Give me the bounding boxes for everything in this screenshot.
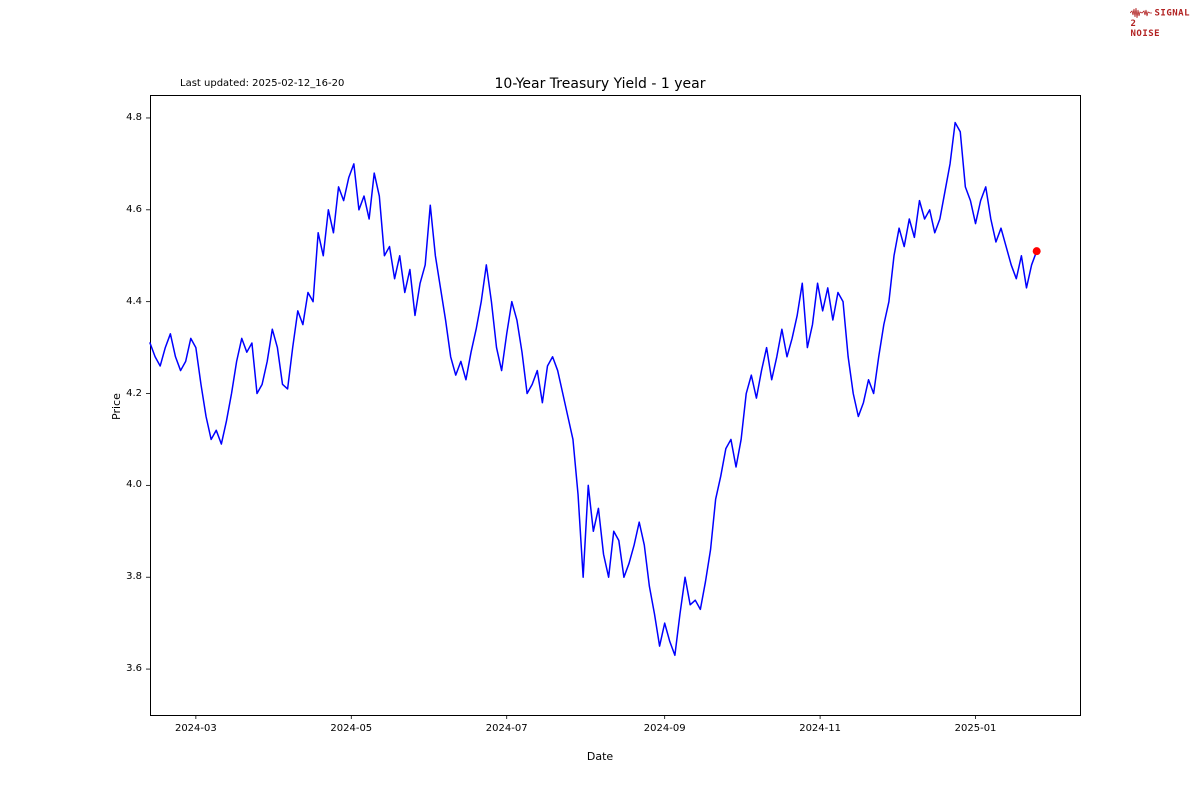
chart-page: SIGNAL2NOISE Last updated: 2025-02-12_16… [0, 0, 1200, 800]
y-tick-label: 4.6 [126, 204, 142, 215]
x-tick-label: 2024-05 [330, 723, 372, 734]
y-tick-label: 4.2 [126, 388, 142, 399]
chart-title: 10-Year Treasury Yield - 1 year [0, 76, 1200, 92]
y-tick-label: 4.4 [126, 296, 142, 307]
x-tick-label: 2024-11 [799, 723, 841, 734]
x-tick-label: 2025-01 [955, 723, 997, 734]
y-tick-label: 4.8 [126, 112, 142, 123]
y-tick-label: 4.0 [126, 479, 142, 490]
y-tick-label: 3.8 [126, 571, 142, 582]
x-axis-label: Date [587, 750, 613, 763]
x-tick-label: 2024-09 [644, 723, 686, 734]
y-tick-label: 3.6 [126, 663, 142, 674]
x-tick-label: 2024-03 [175, 723, 217, 734]
y-axis-label: Price [110, 393, 123, 420]
x-tick-label: 2024-07 [486, 723, 528, 734]
signal2noise-logo: SIGNAL2NOISE [1130, 6, 1190, 40]
chart-plot-area [150, 95, 1082, 717]
